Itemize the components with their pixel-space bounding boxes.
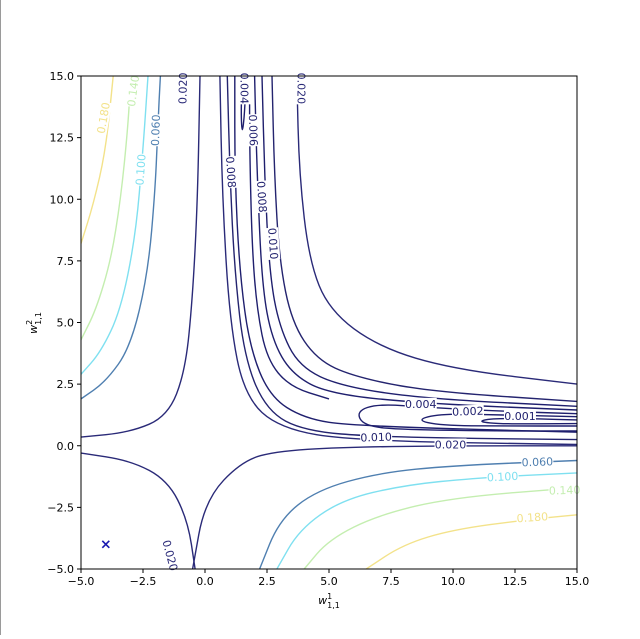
x-tick-label: 15.0 xyxy=(565,575,590,588)
contour-label: 0.020 xyxy=(295,73,308,105)
contour-line-0-100 xyxy=(276,472,577,569)
contour-line-0-180 xyxy=(81,76,114,244)
contour-line-0-020 xyxy=(296,76,577,385)
x-tick-label: 10.0 xyxy=(441,575,466,588)
x-axis-label: w1 1,1 xyxy=(318,592,340,610)
contour-label-bg xyxy=(451,404,485,418)
contour-label: 0.020 xyxy=(435,439,467,452)
contour-line-0-006 xyxy=(253,76,577,411)
contour-label: 0.060 xyxy=(149,114,163,146)
y-tick-label: 2.5 xyxy=(57,378,75,391)
contour-label: 0.100 xyxy=(487,470,519,485)
contour-label: 0.180 xyxy=(516,510,548,525)
y-tick-label: 15.0 xyxy=(50,70,75,83)
y-axis-label: w21,1 xyxy=(25,312,43,334)
x-tick-label: −2.5 xyxy=(130,575,157,588)
start-marker xyxy=(101,540,110,549)
x-tick-label: 7.5 xyxy=(382,575,400,588)
contour-label: 0.002 xyxy=(452,405,484,419)
contour-label-bg xyxy=(404,397,437,410)
y-tick-label: −2.5 xyxy=(47,501,74,514)
y-tick-label: 12.5 xyxy=(50,132,75,145)
y-tick-label: 7.5 xyxy=(57,255,75,268)
contour-label-bg xyxy=(254,180,270,214)
contour-label-bg xyxy=(486,469,519,484)
contour-line-0-060 xyxy=(258,459,577,569)
contour-line-0-008 xyxy=(261,76,577,407)
contour-label: 0.010 xyxy=(360,431,392,445)
x-tick-label: 12.5 xyxy=(503,575,528,588)
contour-line-0-001 xyxy=(481,417,577,425)
y-axis-ticks: −5.0 −2.5 0.0 2.5 5.0 7.5 10.0 12.5 15.0 xyxy=(47,70,81,576)
contour-line-0-002 xyxy=(421,413,577,427)
contour-label: 0.100 xyxy=(133,154,148,186)
x-tick-label: 0.0 xyxy=(196,575,214,588)
contour-label: 0.001 xyxy=(504,410,536,423)
y-tick-label: −5.0 xyxy=(47,563,74,576)
contour-label: 0.140 xyxy=(549,484,581,498)
contour-line-0-020 xyxy=(81,452,196,569)
contour-lines xyxy=(81,76,577,569)
contour-label-bg xyxy=(160,538,181,573)
contour-label: 0.140 xyxy=(125,74,142,107)
y-tick-label: 0.0 xyxy=(57,440,75,453)
marker-stroke-b xyxy=(101,540,110,549)
contour-label-bg xyxy=(124,74,142,108)
contour-line-0-020 xyxy=(81,76,201,438)
contour-line-0-008 xyxy=(234,76,577,433)
contour-label-bg xyxy=(503,410,536,423)
contour-line-0-060 xyxy=(81,76,162,400)
contour-line-0-020 xyxy=(219,76,577,446)
contour-label-bg xyxy=(266,227,281,260)
y-tick-label: 10.0 xyxy=(50,193,75,206)
plot-area xyxy=(81,76,577,569)
x-tick-label: 2.5 xyxy=(258,575,276,588)
contour-label: 0.008 xyxy=(223,156,238,188)
contour-line-0-140 xyxy=(303,487,577,569)
contour-line-0-010 xyxy=(271,76,577,403)
contour-label: 0.004 xyxy=(405,398,437,411)
contour-label-bg xyxy=(246,114,260,147)
contour-line-0-140 xyxy=(81,76,132,341)
contour-label: 0.004 xyxy=(238,73,251,105)
contour-line-0-006 xyxy=(248,76,330,400)
contour-label-bg xyxy=(94,101,113,135)
contour-label: 0.060 xyxy=(521,455,553,469)
contour-label: 0.180 xyxy=(95,101,113,134)
contour-label-bg xyxy=(176,72,189,105)
contour-label-bg xyxy=(133,153,148,187)
contour-line-0-020 xyxy=(191,445,577,569)
y-tick-label: 5.0 xyxy=(57,317,75,330)
contour-label: 0.020 xyxy=(176,72,190,104)
x-tick-label: 5.0 xyxy=(320,575,338,588)
contour-label-bg xyxy=(515,510,549,525)
contour-line-0-010 xyxy=(226,76,577,441)
contour-label-bg xyxy=(521,455,554,469)
contour-label-bg xyxy=(434,438,467,451)
x-axis-ticks: −5.0 −2.5 0.0 2.5 5.0 7.5 10.0 12.5 15.0 xyxy=(68,569,590,588)
contour-label: 0.010 xyxy=(265,227,280,259)
contour-label-bg xyxy=(359,430,393,444)
contour-label-bg xyxy=(238,72,251,105)
contour-label-bg xyxy=(295,72,308,105)
contour-label: 0.006 xyxy=(246,114,260,146)
contour-label-bg xyxy=(223,155,239,189)
x-tick-label: −5.0 xyxy=(68,575,95,588)
contour-label-bg xyxy=(548,483,581,497)
contour-label-bg xyxy=(148,114,162,147)
contour-label: 0.008 xyxy=(254,181,269,213)
